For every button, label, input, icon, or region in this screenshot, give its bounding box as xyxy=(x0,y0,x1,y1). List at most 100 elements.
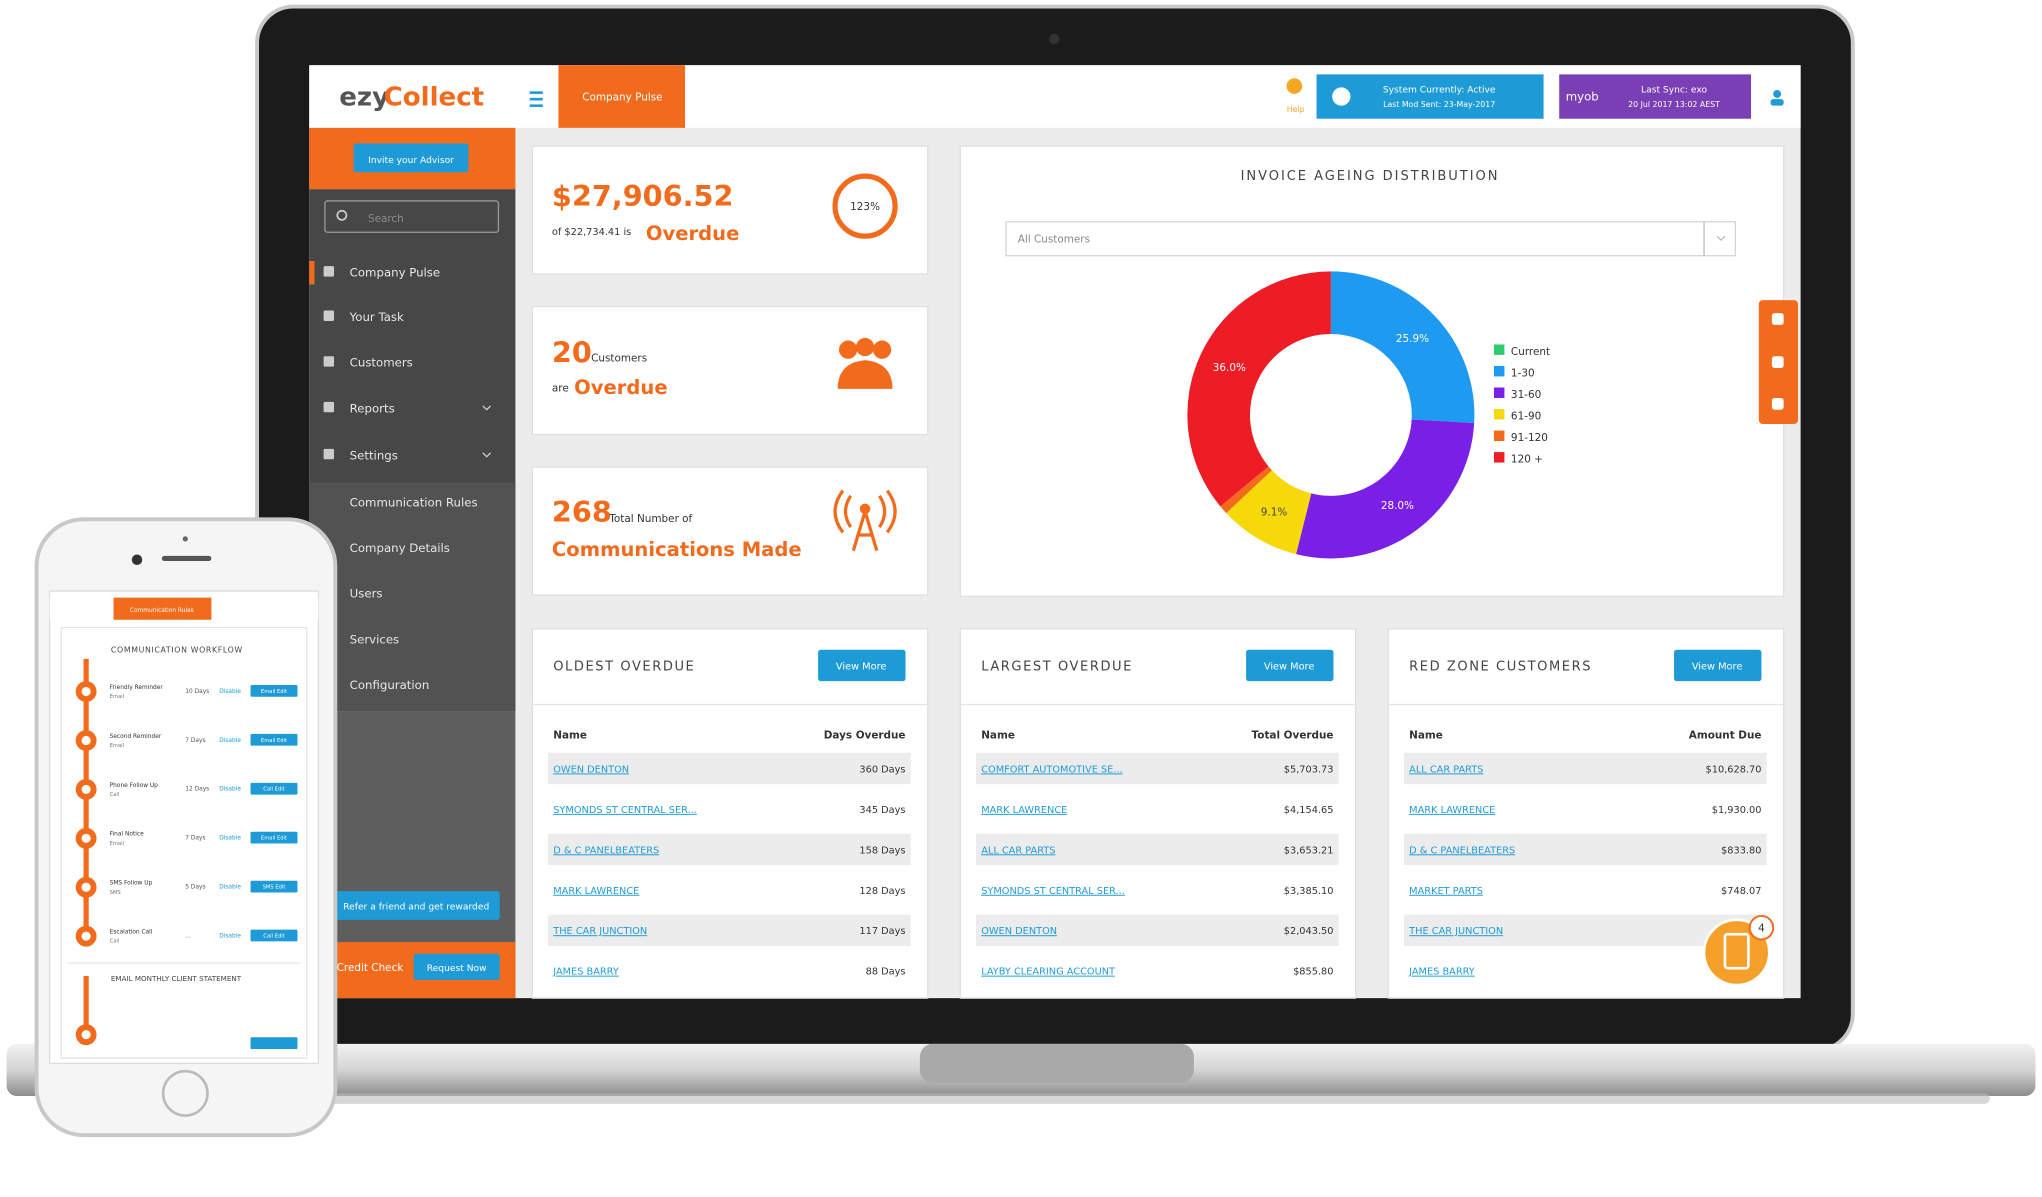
phone-step-inner xyxy=(81,1030,91,1040)
customer-link[interactable]: D & C PANELBEATERS xyxy=(553,845,659,856)
phone-step-button[interactable] xyxy=(250,1037,298,1050)
table-value: $833.80 xyxy=(1721,845,1761,856)
menu-toggle[interactable] xyxy=(529,97,543,101)
customer-link[interactable]: MARK LAWRENCE xyxy=(981,805,1067,816)
customer-link[interactable]: OWEN DENTON xyxy=(553,764,629,775)
notes-icon xyxy=(1723,932,1750,970)
view-more-label[interactable]: View More xyxy=(1692,661,1743,672)
credit-label[interactable]: Credit Check xyxy=(337,962,404,974)
table-value: $3,385.10 xyxy=(1284,886,1334,897)
menu-item[interactable]: Your Task xyxy=(349,310,404,324)
phone-step-action[interactable]: Disable xyxy=(219,787,241,793)
phone-step-button[interactable] xyxy=(250,733,298,746)
phone-step-action[interactable]: Disable xyxy=(219,689,241,695)
submenu-item[interactable]: Company Details xyxy=(350,541,450,555)
phone-step-button-label[interactable]: Call Edit xyxy=(263,787,284,793)
view-more-button[interactable] xyxy=(1674,649,1762,682)
phone-step-button[interactable] xyxy=(250,685,298,697)
customer-link[interactable]: JAMES BARRY xyxy=(552,967,619,978)
submenu-item[interactable]: Services xyxy=(350,632,399,646)
help-label[interactable]: Help xyxy=(1287,105,1305,114)
phone-step-action[interactable]: Disable xyxy=(219,933,241,939)
phone-step-days: 10 Days xyxy=(185,689,209,695)
menu-toggle[interactable] xyxy=(529,91,543,94)
legend-label: 1-30 xyxy=(1511,367,1535,379)
side-tab-icon xyxy=(1771,356,1784,368)
donut-label: 25.9% xyxy=(1396,333,1429,345)
customer-link[interactable]: LAYBY CLEARING ACCOUNT xyxy=(981,967,1115,978)
phone-step-action[interactable]: Disable xyxy=(219,836,241,842)
phone-step-button-label[interactable]: Email Edit xyxy=(261,738,287,744)
table-row-bg xyxy=(1403,752,1767,785)
customer-link[interactable]: THE CAR JUNCTION xyxy=(552,926,647,937)
phone-step-channel: Email xyxy=(110,694,124,700)
view-more-label[interactable]: View More xyxy=(1264,661,1314,672)
view-more-button[interactable] xyxy=(1246,649,1334,682)
ageing-filter[interactable] xyxy=(1005,221,1737,257)
request-button[interactable] xyxy=(413,953,500,980)
phone-step-inner xyxy=(81,882,91,892)
phone-step-channel: SMS xyxy=(110,890,122,896)
customer-link[interactable]: OWEN DENTON xyxy=(981,926,1057,937)
legend-label: Current xyxy=(1511,346,1550,358)
menu-item[interactable]: Company Pulse xyxy=(350,266,440,280)
legend-label: 31-60 xyxy=(1511,389,1541,401)
refer-label[interactable]: Refer a friend and get rewarded xyxy=(343,902,489,912)
submenu-item[interactable]: Users xyxy=(350,587,383,601)
customer-link[interactable]: D & C PANELBEATERS xyxy=(1409,845,1515,856)
phone-step-button-label[interactable]: Email Edit xyxy=(261,689,287,695)
kpi-customers-overdue: Overdue xyxy=(574,376,668,399)
phone-step-button[interactable] xyxy=(250,880,298,893)
legend-swatch xyxy=(1493,387,1505,398)
phone-step-button[interactable] xyxy=(250,929,298,942)
customer-link[interactable]: COMFORT AUTOMOTIVE SE... xyxy=(981,764,1122,775)
phone-step-button-label[interactable]: Call Edit xyxy=(263,933,284,939)
customer-link[interactable]: THE CAR JUNCTION xyxy=(1408,926,1503,937)
kpi-card xyxy=(531,466,929,596)
menu-toggle[interactable] xyxy=(529,104,543,107)
customer-link[interactable]: MARKET PARTS xyxy=(1409,886,1483,897)
customer-link[interactable]: ALL CAR PARTS xyxy=(1409,764,1483,775)
column-header: Name xyxy=(1409,730,1443,742)
menu-item[interactable]: Customers xyxy=(350,356,413,370)
table-row-bg xyxy=(975,833,1339,866)
menu-item[interactable]: Reports xyxy=(350,401,395,415)
sync-date: 20 Jul 2017 13:02 AEST xyxy=(1628,100,1720,109)
search-box[interactable] xyxy=(324,200,500,233)
search-placeholder[interactable]: Search xyxy=(368,213,404,225)
phone-step-button-label[interactable]: Email Edit xyxy=(261,836,287,842)
customer-link[interactable]: MARK LAWRENCE xyxy=(1409,805,1495,816)
customer-link[interactable]: SYMONDS ST CENTRAL SER... xyxy=(553,805,697,816)
phone-step-button[interactable] xyxy=(250,782,298,795)
submenu-item[interactable]: Communication Rules xyxy=(350,495,478,509)
phone-step-action[interactable]: Disable xyxy=(219,738,241,744)
menu-item[interactable]: Settings xyxy=(350,448,398,462)
invite-button[interactable] xyxy=(353,143,469,173)
customer-link[interactable]: JAMES BARRY xyxy=(1408,967,1475,978)
phone-step-name: Final Notice xyxy=(110,832,144,838)
phone-step-action[interactable]: Disable xyxy=(219,885,241,891)
phone-step-button[interactable] xyxy=(250,831,298,844)
phone-step-inner xyxy=(81,735,91,746)
phone-step-button-label[interactable]: SMS Edit xyxy=(263,885,286,891)
table-value: 360 Days xyxy=(859,764,905,775)
ageing-filter-label[interactable]: All Customers xyxy=(1018,234,1090,246)
table-row-bg xyxy=(548,752,911,785)
refer-button[interactable] xyxy=(332,891,500,920)
sync-box[interactable] xyxy=(1559,74,1752,119)
customer-link[interactable]: ALL CAR PARTS xyxy=(981,845,1055,856)
customer-link[interactable]: SYMONDS ST CENTRAL SER... xyxy=(981,886,1125,897)
header-tab-label[interactable]: Company Pulse xyxy=(582,91,662,103)
view-more-button[interactable] xyxy=(818,649,906,682)
status-sub: Last Mod Sent: 23-May-2017 xyxy=(1383,100,1495,109)
status-box[interactable] xyxy=(1316,74,1544,119)
phone-step-days: ... xyxy=(185,933,191,939)
view-more-label[interactable]: View More xyxy=(836,661,886,672)
phone-statement-title: EMAIL MONTHLY CLIENT STATEMENT xyxy=(111,974,242,983)
kpi-comms-label: Total Number of xyxy=(608,513,692,525)
request-label[interactable]: Request Now xyxy=(427,964,487,974)
customer-link[interactable]: MARK LAWRENCE xyxy=(553,886,639,897)
submenu-item[interactable]: Configuration xyxy=(350,678,430,692)
invite-label[interactable]: Invite your Advisor xyxy=(368,156,454,166)
